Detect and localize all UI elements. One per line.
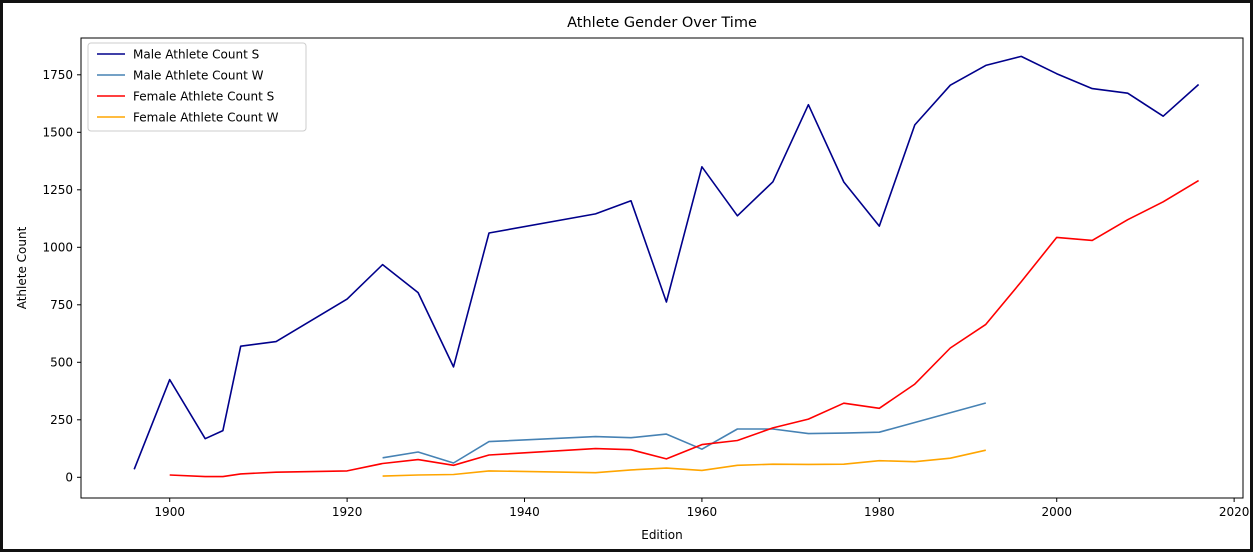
series-line-1 [382, 402, 987, 464]
x-axis: 1900 1920 1940 1960 1980 2000 2020 [154, 498, 1249, 519]
x-tick-label: 1960 [687, 505, 718, 519]
y-axis: 0 250 500 750 1000 1250 1500 1750 [42, 68, 81, 484]
y-tick-label: 250 [50, 413, 73, 427]
series-line-2 [169, 179, 1200, 478]
x-tick-label: 1900 [154, 505, 185, 519]
legend-box [87, 42, 307, 132]
x-tick-label: 1940 [509, 505, 540, 519]
y-tick-label: 750 [50, 298, 73, 312]
legend-label-0: Male Athlete Count S [133, 48, 259, 62]
series-lines [133, 55, 1200, 478]
x-tick-label: 1920 [332, 505, 363, 519]
legend-label-3: Female Athlete Count W [133, 111, 279, 125]
legend-label-2: Female Athlete Count S [133, 90, 274, 104]
series-line-3 [382, 449, 986, 477]
series-line-0 [133, 55, 1200, 470]
plot-area [80, 37, 1244, 499]
y-tick-label: 1500 [42, 125, 73, 139]
y-tick-label: 0 [65, 470, 73, 484]
legend-label-1: Male Athlete Count W [133, 69, 264, 83]
y-tick-label: 500 [50, 355, 73, 369]
y-tick-label: 1750 [42, 68, 73, 82]
x-axis-title: Edition [641, 528, 683, 542]
x-tick-label: 2000 [1041, 505, 1072, 519]
x-tick-label: 1980 [864, 505, 895, 519]
x-tick-label: 2020 [1219, 505, 1250, 519]
chart-title: Athlete Gender Over Time [567, 15, 757, 31]
legend: Male Athlete Count S Male Athlete Count W… [87, 42, 307, 132]
line-chart: Athlete Gender Over Time 1900 1920 1940 196… [15, 15, 1249, 542]
y-tick-label: 1000 [42, 240, 73, 254]
y-tick-label: 1250 [42, 183, 73, 197]
y-axis-title: Athlete Count [15, 226, 29, 309]
